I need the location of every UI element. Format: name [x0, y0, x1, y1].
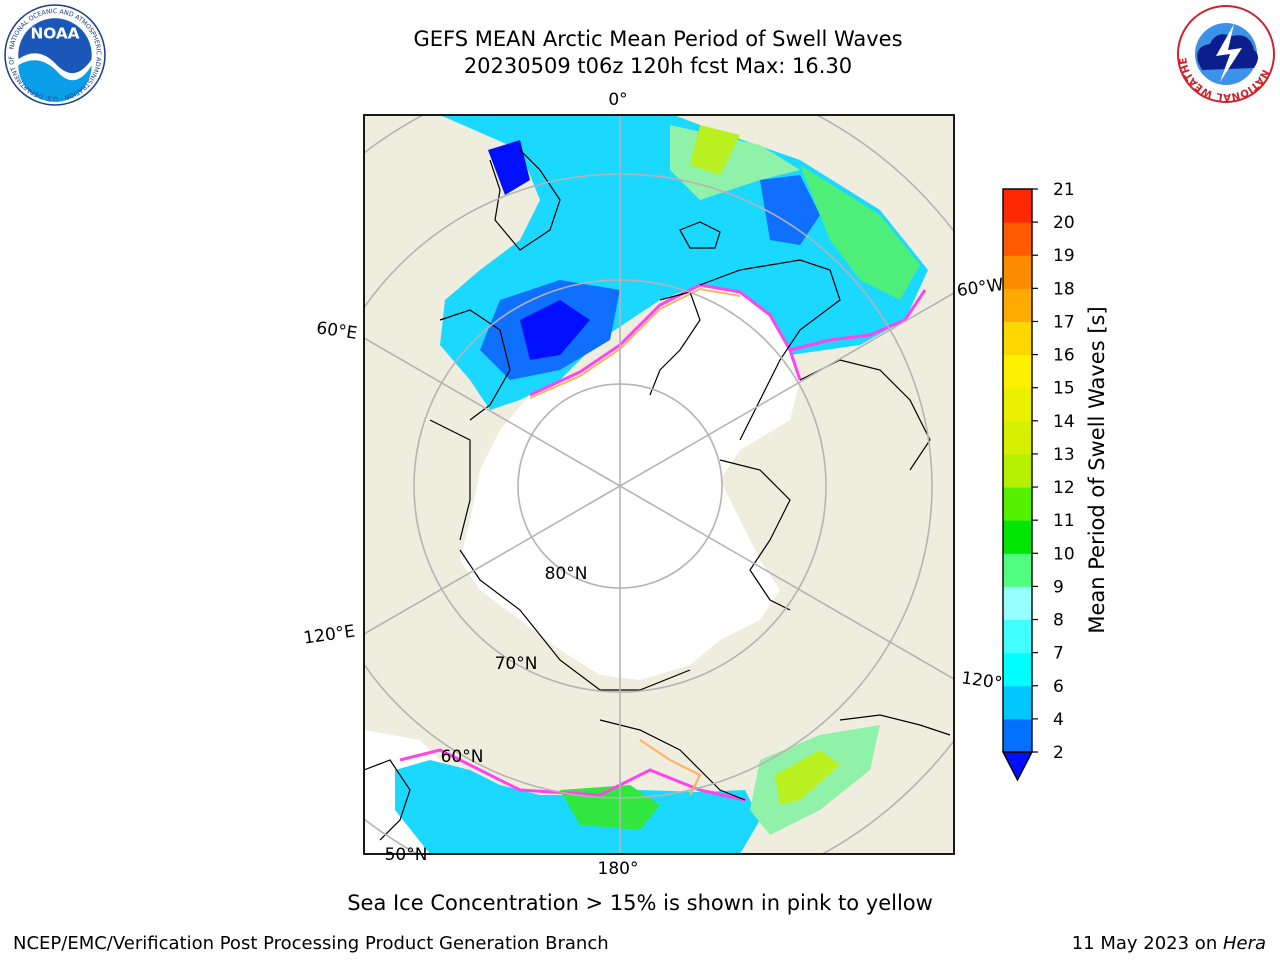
coast-alaska-south — [839, 714, 951, 736]
colorbar-bin-11 — [1003, 487, 1032, 521]
coast-kola — [439, 309, 511, 421]
coast-canadian-archipelago — [719, 459, 791, 611]
lat-label-80: 80°N — [545, 564, 588, 584]
lon-label-180: 180° — [598, 859, 639, 879]
lat-label-60: 60°N — [441, 747, 484, 767]
swell-zone-gulf-alaska-yellow — [775, 750, 840, 805]
coast-kamchatka — [364, 759, 411, 841]
lon-label-60e: 60°E — [315, 318, 358, 343]
colorbar-bin-8 — [1003, 586, 1032, 621]
sea-ice-note: Sea Ice Concentration > 15% is shown in … — [347, 891, 933, 915]
coast-iceland — [679, 221, 721, 249]
lon-line-120e — [364, 485, 621, 635]
colorbar-tick-label: 15 — [1053, 379, 1075, 399]
lon-line-60w — [619, 292, 954, 487]
colorbar-bin-7 — [1003, 619, 1032, 654]
colorbar-tick-label: 9 — [1053, 577, 1064, 597]
colorbar-tick-label: 14 — [1053, 412, 1075, 432]
map-frame — [363, 114, 955, 855]
graticule — [364, 115, 954, 854]
footer-date-text: 11 May 2023 on — [1071, 933, 1223, 954]
swell-zone-baltic — [488, 140, 530, 195]
colorbar-bin-10 — [1003, 520, 1032, 554]
colorbar-tick-label: 17 — [1053, 312, 1075, 332]
colorbar-tick-label: 12 — [1053, 478, 1075, 498]
sea-ice-area — [460, 285, 800, 680]
colorbar-tick-label: 18 — [1053, 279, 1075, 299]
colorbar-tick-label: 10 — [1053, 544, 1075, 564]
lon-label-120w: 120° — [960, 668, 1003, 694]
colorbar-tick-label: 4 — [1053, 710, 1064, 730]
colorbar-bin-14 — [1003, 387, 1032, 422]
lon-label-60w: 60°W — [956, 275, 1005, 301]
colorbar-tick-label: 19 — [1053, 246, 1075, 266]
colorbar-tick-label: 16 — [1053, 346, 1075, 366]
colorbar-bin-19 — [1003, 222, 1032, 256]
coast-scandinavia — [489, 149, 561, 251]
coast-siberia-east — [459, 549, 691, 691]
colorbar-bin-12 — [1003, 453, 1032, 488]
footer-machine: Hera — [1222, 933, 1266, 954]
footer-credit: NCEP/EMC/Verification Post Processing Pr… — [13, 933, 609, 954]
coast-alaska — [599, 719, 746, 801]
chart-title: GEFS MEAN Arctic Mean Period of Swell Wa… — [413, 27, 903, 51]
colorbar-tick-label: 21 — [1053, 180, 1075, 200]
colorbar-bin-6 — [1003, 652, 1032, 687]
coast-greenland — [699, 259, 841, 441]
lat-label-70: 70°N — [495, 654, 538, 674]
lon-line-60e — [364, 337, 621, 487]
lat-label-50: 50°N — [385, 845, 428, 865]
colorbar-bin-20 — [1003, 189, 1032, 223]
colorbar-tick-label: 6 — [1053, 677, 1064, 697]
swell-zone-short-period — [800, 165, 920, 300]
coast-svalbard — [649, 291, 701, 396]
colorbar-tick-label: 11 — [1053, 511, 1075, 531]
colorbar-tick-label: 2 — [1053, 743, 1064, 763]
swell-zone-greenland-sea — [760, 175, 820, 245]
lon-line-120w — [619, 485, 954, 680]
colorbar-bin-17 — [1003, 288, 1032, 322]
colorbar-tick-label: 20 — [1053, 213, 1075, 233]
colorbar-label: Mean Period of Swell Waves [s] — [1085, 306, 1109, 634]
colorbar-frame — [1002, 188, 1033, 753]
coast-siberia-west — [429, 419, 471, 541]
colorbar-bin-13 — [1003, 420, 1032, 455]
colorbar-under-extension — [1001, 751, 1034, 782]
coastlines — [364, 149, 951, 841]
swell-longest-period-zone — [520, 300, 590, 360]
noaa-logo: NOAA NATIONAL OCEANIC AND ATMOSPHERIC AD… — [4, 4, 106, 106]
ice-edge-baffin — [789, 289, 927, 352]
colorbar-bin-18 — [1003, 255, 1032, 289]
colorbar-tick-label: 7 — [1053, 644, 1064, 664]
colorbar-bin-16 — [1003, 321, 1032, 356]
colorbar: 2 4 6 7 8 9 10 11 12 13 14 15 16 17 18 19 20 21 — [1001, 180, 1075, 782]
colorbar-bin-15 — [1003, 354, 1032, 389]
noaa-logo-text: NOAA — [30, 25, 79, 43]
swell-zone-yellow-green — [690, 125, 740, 175]
colorbar-tick-label: 13 — [1053, 445, 1075, 465]
colorbar-tick-label: 8 — [1053, 611, 1064, 631]
nws-logo: NATIONAL WEATHER SERVICE — [1176, 4, 1275, 103]
colorbar-bin-2 — [1003, 718, 1032, 753]
lon-label-120e: 120°E — [302, 622, 356, 649]
lon-label-0: 0° — [608, 90, 627, 110]
ice-edge-bering-inner — [639, 739, 702, 796]
ice-edge-atlantic-inner — [529, 287, 741, 399]
colorbar-bin-9 — [1003, 553, 1032, 587]
chart-subtitle: 20230509 t06z 120h fcst Max: 16.30 — [463, 54, 853, 78]
footer-date: 11 May 2023 on Hera — [1072, 933, 1266, 954]
colorbar-bin-4 — [1003, 685, 1032, 720]
